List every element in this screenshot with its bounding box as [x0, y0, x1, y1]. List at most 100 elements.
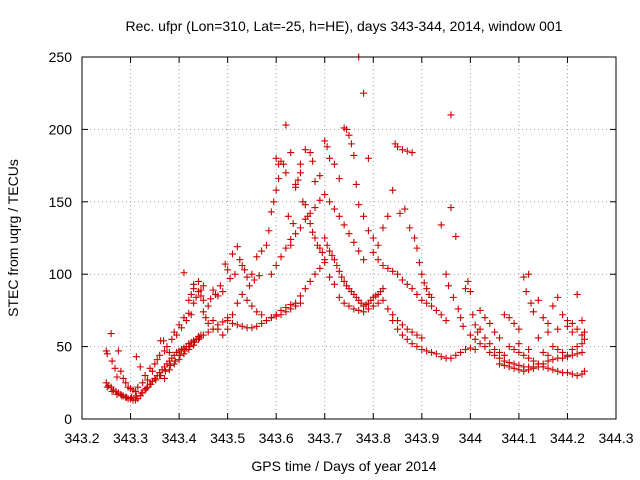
- data-point: [161, 367, 169, 375]
- data-point: [403, 280, 411, 288]
- data-point: [316, 196, 324, 204]
- data-point: [102, 347, 110, 355]
- data-point: [544, 364, 552, 372]
- data-point: [306, 220, 314, 228]
- data-point: [408, 149, 416, 157]
- data-point: [326, 198, 334, 206]
- data-point: [415, 259, 423, 267]
- data-point: [500, 311, 508, 319]
- data-point: [296, 224, 304, 232]
- data-point: [471, 321, 479, 329]
- data-point: [364, 154, 372, 162]
- data-point: [178, 324, 186, 332]
- data-point: [258, 319, 266, 327]
- data-point: [549, 356, 557, 364]
- data-point: [224, 325, 232, 333]
- data-point: [454, 305, 462, 313]
- data-point: [449, 293, 457, 301]
- x-tick-label: 344.2: [550, 430, 585, 446]
- data-point: [355, 201, 363, 209]
- data-point: [199, 282, 207, 290]
- data-point: [122, 379, 130, 387]
- data-point: [186, 343, 194, 351]
- data-point: [563, 317, 571, 325]
- data-point: [418, 334, 426, 342]
- data-point: [107, 330, 115, 338]
- data-point: [360, 89, 368, 97]
- y-tick-label: 150: [49, 194, 73, 210]
- data-point: [437, 311, 445, 319]
- data-point: [156, 372, 164, 380]
- data-point: [529, 308, 537, 316]
- data-point: [578, 331, 586, 339]
- data-point: [333, 262, 341, 270]
- data-point: [505, 314, 513, 322]
- data-point: [459, 322, 467, 330]
- data-point: [374, 299, 382, 307]
- data-point: [500, 351, 508, 359]
- data-point: [369, 302, 377, 310]
- data-point: [219, 288, 227, 296]
- data-point: [360, 308, 368, 316]
- data-point: [413, 244, 421, 252]
- data-point: [173, 331, 181, 339]
- data-point: [171, 357, 179, 365]
- data-point: [318, 248, 326, 256]
- data-point: [352, 180, 360, 188]
- data-point: [471, 335, 479, 343]
- data-point: [282, 308, 290, 316]
- data-point: [476, 340, 484, 348]
- data-point: [277, 253, 285, 261]
- data-point: [394, 143, 402, 151]
- data-point: [311, 204, 319, 212]
- y-tick-label: 250: [49, 49, 73, 65]
- data-point: [432, 306, 440, 314]
- data-point: [151, 360, 159, 368]
- y-axis-label: STEC from uqrg / TECUs: [5, 159, 21, 317]
- data-point: [464, 277, 472, 285]
- data-point: [364, 227, 372, 235]
- data-point: [311, 178, 319, 186]
- data-point: [190, 341, 198, 349]
- data-point: [248, 324, 256, 332]
- data-point: [166, 361, 174, 369]
- data-point: [554, 367, 562, 375]
- data-point: [345, 302, 353, 310]
- data-point: [350, 305, 358, 313]
- data-point: [457, 314, 465, 322]
- data-point: [573, 372, 581, 380]
- data-point: [413, 343, 421, 351]
- data-point: [156, 351, 164, 359]
- data-point: [578, 317, 586, 325]
- data-point: [559, 311, 567, 319]
- data-point: [527, 299, 535, 307]
- data-point: [160, 337, 168, 345]
- data-point: [481, 343, 489, 351]
- data-point: [580, 335, 588, 343]
- data-point: [192, 293, 200, 301]
- data-point: [142, 385, 150, 393]
- data-point: [418, 345, 426, 353]
- data-point: [195, 277, 203, 285]
- data-point: [340, 221, 348, 229]
- data-point: [394, 270, 402, 278]
- data-point: [180, 269, 188, 277]
- data-point: [452, 233, 460, 241]
- data-point: [202, 314, 210, 322]
- data-point: [191, 338, 199, 346]
- data-point: [111, 364, 119, 372]
- data-point: [323, 241, 331, 249]
- data-point: [520, 367, 528, 375]
- data-point: [204, 319, 212, 327]
- data-point: [340, 299, 348, 307]
- data-point: [364, 305, 372, 313]
- data-point: [323, 143, 331, 151]
- data-point: [219, 331, 227, 339]
- x-tick-label: 344.3: [598, 430, 633, 446]
- data-point: [287, 149, 295, 157]
- data-point: [228, 311, 236, 319]
- data-point: [510, 319, 518, 327]
- data-point: [185, 345, 193, 353]
- data-point: [389, 186, 397, 194]
